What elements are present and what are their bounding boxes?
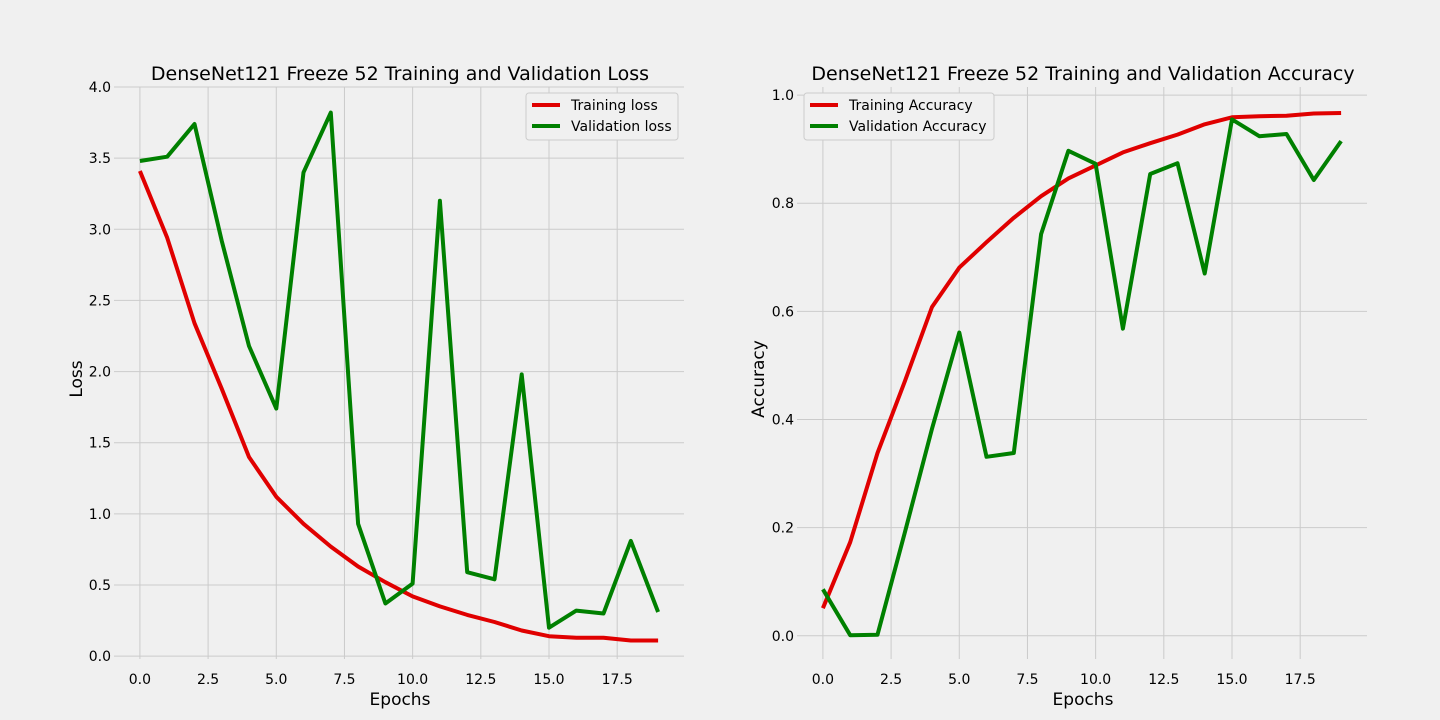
loss-chart: DenseNet121 Freeze 52 Training and Valid… <box>67 63 684 710</box>
accuracy-chart-legend-box <box>803 92 995 141</box>
loss-chart-xtick-label: 15.0 <box>533 672 564 688</box>
accuracy-chart-ytick-label: 0.6 <box>772 304 794 320</box>
accuracy-chart-xtick-label: 0.0 <box>812 672 834 688</box>
validation-accuracy-legend-label: Validation Accuracy <box>849 119 987 135</box>
loss-chart-grid <box>114 86 684 659</box>
accuracy-chart-xtick-label: 5.0 <box>948 672 970 688</box>
loss-chart-legend: Training loss Validation loss <box>525 92 679 141</box>
accuracy-chart-xtick-label: 17.5 <box>1285 672 1316 688</box>
loss-chart-xlabel: Epochs <box>370 690 431 710</box>
accuracy-chart-lines <box>821 111 1343 638</box>
accuracy-chart: DenseNet121 Freeze 52 Training and Valid… <box>749 63 1367 710</box>
accuracy-chart-ytick-label: 0.4 <box>772 412 794 428</box>
accuracy-chart-ytick-label: 0.8 <box>772 196 794 212</box>
accuracy-chart-xtick-label: 15.0 <box>1216 672 1247 688</box>
loss-chart-ytick-label: 3.0 <box>89 222 111 238</box>
loss-chart-xtick-label: 2.5 <box>197 672 219 688</box>
validation-accuracy-line <box>821 117 1343 638</box>
loss-chart-yticks: 0.0 0.5 1.0 1.5 2.0 2.5 3.0 3.5 4.0 <box>89 80 111 665</box>
loss-chart-xtick-label: 7.5 <box>333 672 355 688</box>
training-accuracy-legend-label: Training Accuracy <box>848 98 973 114</box>
accuracy-chart-legend: Training Accuracy Validation Accuracy <box>803 92 995 141</box>
accuracy-chart-xlabel: Epochs <box>1053 690 1114 710</box>
validation-loss-legend-label: Validation loss <box>571 119 672 135</box>
accuracy-chart-xtick-label: 2.5 <box>880 672 902 688</box>
training-loss-line <box>138 170 659 643</box>
loss-chart-ytick-label: 1.5 <box>89 436 111 452</box>
accuracy-chart-xtick-label: 12.5 <box>1148 672 1179 688</box>
loss-chart-legend-box <box>525 92 679 141</box>
loss-chart-title: DenseNet121 Freeze 52 Training and Valid… <box>151 63 649 85</box>
accuracy-chart-xtick-label: 10.0 <box>1080 672 1111 688</box>
loss-chart-ytick-label: 3.5 <box>89 151 111 167</box>
loss-chart-xtick-label: 0.0 <box>129 672 151 688</box>
loss-chart-ytick-label: 4.0 <box>89 80 111 96</box>
loss-chart-xticks: 0.0 2.5 5.0 7.5 10.0 12.5 15.0 17.5 <box>129 672 633 688</box>
training-loss-legend-label: Training loss <box>570 98 658 114</box>
validation-loss-line <box>139 110 660 630</box>
accuracy-chart-ytick-label: 0.2 <box>772 521 794 537</box>
accuracy-chart-xtick-label: 7.5 <box>1016 672 1038 688</box>
loss-chart-ylabel: Loss <box>67 360 87 397</box>
loss-chart-ytick-label: 0.0 <box>89 649 111 665</box>
loss-chart-ytick-label: 2.5 <box>89 293 111 309</box>
loss-chart-xtick-label: 17.5 <box>602 672 633 688</box>
accuracy-chart-ytick-label: 1.0 <box>772 88 794 104</box>
accuracy-chart-ylabel: Accuracy <box>749 340 769 418</box>
accuracy-chart-title: DenseNet121 Freeze 52 Training and Valid… <box>811 63 1354 85</box>
loss-chart-ytick-label: 2.0 <box>89 365 111 381</box>
loss-chart-lines <box>138 110 660 643</box>
loss-chart-xtick-label: 10.0 <box>397 672 428 688</box>
loss-chart-ytick-label: 1.0 <box>89 507 111 523</box>
loss-chart-ytick-label: 0.5 <box>89 578 111 594</box>
loss-chart-xtick-label: 12.5 <box>465 672 496 688</box>
training-accuracy-line <box>821 111 1342 609</box>
loss-chart-xtick-label: 5.0 <box>265 672 287 688</box>
accuracy-chart-ytick-label: 0.0 <box>772 629 794 645</box>
accuracy-chart-yticks: 0.0 0.2 0.4 0.6 0.8 1.0 <box>772 88 794 645</box>
accuracy-chart-xticks: 0.0 2.5 5.0 7.5 10.0 12.5 15.0 17.5 <box>812 672 1316 688</box>
